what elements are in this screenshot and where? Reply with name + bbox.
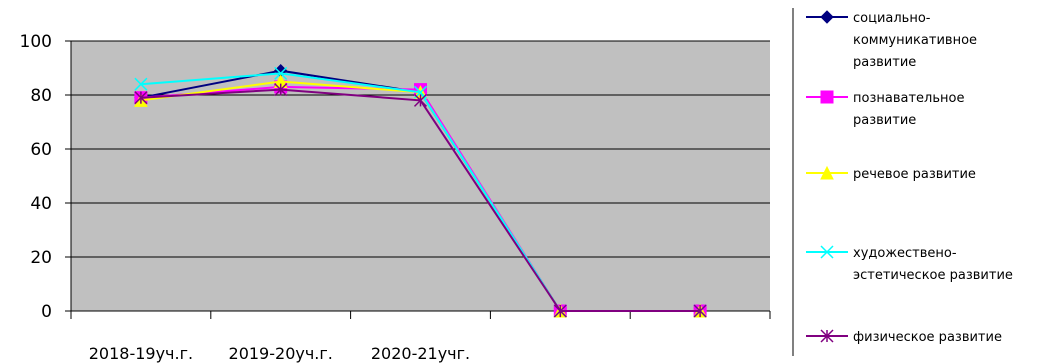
- legend-item: речевое развитие: [806, 165, 976, 182]
- legend-label: развитие: [853, 113, 916, 128]
- y-tick-label: 60: [30, 140, 52, 160]
- legend-label: эстетическое развитие: [853, 268, 1013, 283]
- data-point: [820, 90, 834, 104]
- y-tick-label: 40: [30, 194, 52, 214]
- data-point: [820, 165, 834, 180]
- x-category-label: 2018-19уч.г.: [89, 344, 193, 363]
- legend-label: художествено-: [853, 246, 957, 261]
- legend-item: социально-коммуникативное развитие: [806, 10, 977, 70]
- data-point: [553, 304, 567, 318]
- legend-item: познавательное развитие: [806, 90, 964, 128]
- legend-label: физическое развитие: [853, 330, 1002, 345]
- data-point: [693, 304, 707, 318]
- data-point: [134, 91, 148, 105]
- x-category-label: 2020-21учг.: [371, 344, 470, 363]
- legend-item: физическое развитие: [806, 329, 1002, 345]
- data-point: [820, 245, 834, 259]
- data-point: [413, 93, 428, 107]
- legend-item: художествено-эстетическое развитие: [806, 245, 1013, 283]
- data-point: [820, 10, 834, 24]
- data-point: [820, 329, 834, 343]
- legend: социально-коммуникативноеразвитиепознава…: [792, 8, 1013, 356]
- legend-label: речевое развитие: [853, 167, 976, 182]
- y-tick-label: 0: [41, 302, 52, 322]
- series-5: [134, 83, 707, 318]
- y-tick-label: 20: [30, 248, 52, 268]
- legend-label: социально-: [853, 11, 931, 26]
- legend-label: развитие: [853, 55, 916, 70]
- x-category-label: 2019-20уч.г.: [229, 344, 333, 363]
- y-axis-ticks: 0 20 40 60 80 100: [20, 32, 71, 322]
- legend-label: познавательное: [853, 91, 964, 106]
- y-tick-label: 100: [20, 32, 52, 52]
- data-point: [134, 77, 148, 91]
- y-tick-label: 80: [30, 86, 52, 106]
- x-axis-ticks: 2018-19уч.г. 2019-20уч.г. 2020-21учг.: [70, 311, 771, 363]
- legend-label: коммуникативное: [853, 33, 977, 48]
- data-point: [274, 66, 288, 80]
- data-point: [274, 83, 288, 97]
- series-group: [134, 63, 707, 318]
